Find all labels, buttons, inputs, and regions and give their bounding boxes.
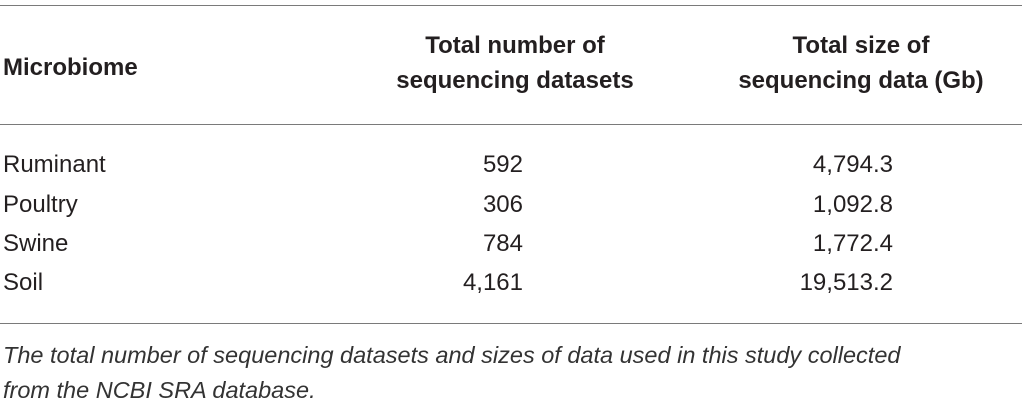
header-size: Total size of sequencing data (Gb) — [700, 28, 1022, 98]
table-bottom-rule — [0, 323, 1022, 324]
table-row: Swine 784 1,772.4 — [0, 224, 1022, 263]
row-size: 1,772.4 — [812, 230, 893, 257]
header-datasets-line-2: sequencing datasets — [396, 67, 634, 94]
table-row: Poultry 306 1,092.8 — [0, 185, 1022, 224]
row-size: 4,794.3 — [812, 151, 893, 178]
table-top-rule — [0, 5, 1022, 6]
header-size-line-1: Total size of — [792, 32, 930, 59]
row-microbiome: Poultry — [3, 191, 78, 218]
caption-line-1: The total number of sequencing datasets … — [3, 342, 901, 368]
row-microbiome: Ruminant — [3, 151, 106, 178]
table-row: Soil 4,161 19,513.2 — [0, 263, 1022, 302]
header-size-line-2: sequencing data (Gb) — [738, 67, 984, 94]
table-row: Ruminant 592 4,794.3 — [0, 145, 1022, 184]
row-microbiome: Swine — [3, 230, 69, 257]
row-datasets: 784 — [482, 230, 523, 257]
row-size: 19,513.2 — [799, 269, 893, 296]
header-divider-rule — [0, 124, 1022, 125]
row-datasets: 306 — [482, 191, 523, 218]
caption-line-2: from the NCBI SRA database. — [3, 377, 316, 403]
header-microbiome-label: Microbiome — [3, 54, 138, 81]
table-caption: The total number of sequencing datasets … — [3, 338, 1018, 408]
row-microbiome: Soil — [3, 269, 44, 296]
header-microbiome: Microbiome — [3, 50, 138, 85]
row-size: 1,092.8 — [812, 191, 893, 218]
row-datasets: 592 — [482, 151, 523, 178]
header-datasets-line-1: Total number of — [425, 32, 605, 59]
row-datasets: 4,161 — [462, 269, 523, 296]
header-datasets: Total number of sequencing datasets — [355, 28, 675, 98]
